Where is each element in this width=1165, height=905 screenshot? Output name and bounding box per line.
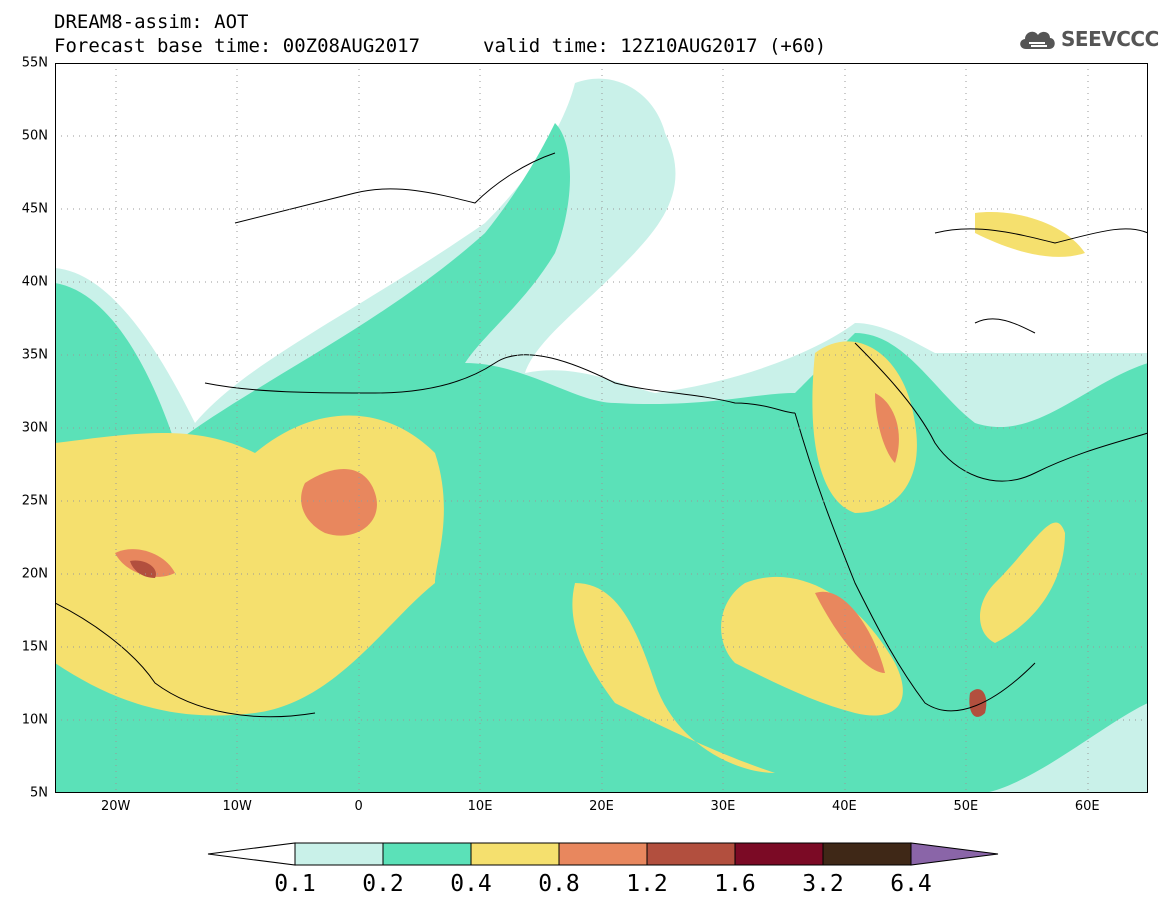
- lat-tick-label: 30N: [21, 420, 48, 436]
- lon-tick-label: 60E: [1074, 799, 1100, 814]
- colorbar-segment: [646, 842, 736, 866]
- lat-tick-label: 40N: [21, 274, 48, 290]
- lon-tick-label: 10E: [467, 799, 493, 814]
- colorbar-label: 0.1: [274, 871, 316, 897]
- lon-tick-label: 20E: [589, 799, 614, 814]
- colorbar-segment: [470, 842, 560, 866]
- lon-tick-label: 0: [354, 799, 363, 814]
- colorbar-label: 0.8: [538, 871, 580, 897]
- aot-map: [55, 63, 1148, 793]
- colorbar-segment: [382, 842, 472, 866]
- colorbar-label: 3.2: [802, 871, 844, 897]
- lat-tick-label: 35N: [21, 347, 48, 363]
- colorbar-label: 6.4: [890, 871, 932, 897]
- lon-tick-label: 10W: [222, 799, 252, 814]
- forecast-base-time: Forecast base time: 00Z08AUG2017: [54, 35, 421, 57]
- lon-tick-label: 20W: [101, 799, 131, 814]
- colorbar-under-arrow: [207, 842, 296, 866]
- aot-contour-0.8: [301, 469, 377, 536]
- lat-tick-label: 20N: [21, 566, 48, 582]
- aot-contour-0.8: [815, 591, 885, 673]
- colorbar-label: 1.6: [714, 871, 756, 897]
- lon-tick-label: 40E: [831, 799, 857, 814]
- aot-colorbar: [207, 842, 999, 866]
- colorbar-label: 0.4: [450, 871, 492, 897]
- colorbar-label: 0.2: [362, 871, 404, 897]
- colorbar-segment: [294, 842, 384, 866]
- lat-tick-label: 45N: [21, 201, 48, 217]
- colorbar-over-arrow: [910, 842, 999, 866]
- lat-tick-label: 25N: [21, 493, 48, 509]
- seevccc-logo: SEEVCCC: [1017, 22, 1159, 56]
- cloud-icon: [1020, 31, 1055, 49]
- lat-tick-label: 10N: [21, 712, 48, 728]
- aot-contour-0.4: [572, 583, 775, 773]
- lat-tick-label: 55N: [21, 55, 48, 71]
- aot-contour-1.2: [969, 689, 987, 717]
- aot-contour-0.4: [721, 576, 903, 716]
- lon-tick-label: 50E: [953, 799, 979, 814]
- lat-tick-label: 50N: [21, 128, 48, 144]
- lat-tick-label: 15N: [21, 639, 48, 655]
- valid-time: valid time: 12Z10AUG2017 (+60): [483, 35, 827, 57]
- lon-tick-label: 30E: [710, 799, 736, 814]
- colorbar-segment: [734, 842, 824, 866]
- lat-tick-label: 5N: [30, 785, 48, 801]
- aot-contour-0.4: [975, 212, 1085, 257]
- aot-contour-0.4: [980, 522, 1065, 643]
- colorbar-segment: [558, 842, 648, 866]
- colorbar-label: 1.2: [626, 871, 668, 897]
- aot-contour-0.4: [812, 341, 917, 513]
- title: DREAM8-assim: AOT: [54, 11, 249, 33]
- logo-text: SEEVCCC: [1061, 27, 1159, 51]
- aot-contour-0.8: [875, 393, 899, 463]
- aot-contour-1.2: [130, 560, 156, 578]
- colorbar-segment: [822, 842, 912, 866]
